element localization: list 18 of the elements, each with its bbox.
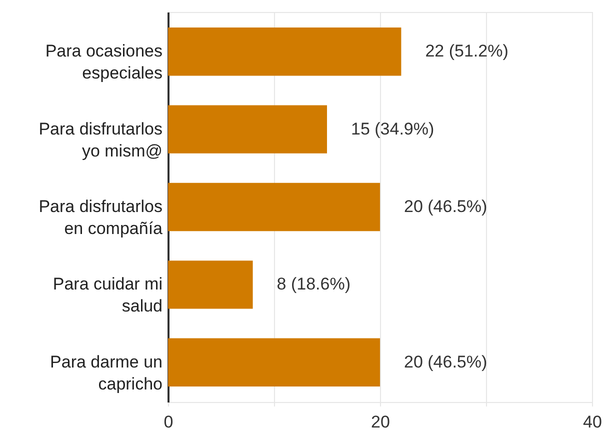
data-label: 22 (51.2%): [425, 42, 508, 61]
bar: [168, 105, 327, 154]
x-tick-label: 20: [371, 412, 390, 432]
bar: [168, 28, 402, 76]
data-label: 15 (34.9%): [351, 119, 434, 138]
y-tick-label: Para disfrutarlos yo mism@: [38, 119, 162, 160]
bar: [168, 182, 380, 232]
data-label: 20 (46.5%): [404, 197, 488, 216]
y-tick-label: Para cuidar mi salud: [52, 274, 162, 316]
data-label: 8 (18.6%): [276, 274, 351, 294]
x-tick-label: 0: [164, 412, 174, 432]
y-tick-label: Para ocasiones especiales: [45, 42, 162, 83]
y-tick-label: Para disfrutarlos en compañía: [38, 197, 164, 238]
data-label: 20 (46.5%): [404, 352, 488, 372]
bar: [168, 338, 380, 386]
x-tick-label: 40: [583, 412, 602, 432]
y-tick-label: Para darme un capricho: [50, 352, 162, 394]
bar: [168, 260, 253, 309]
